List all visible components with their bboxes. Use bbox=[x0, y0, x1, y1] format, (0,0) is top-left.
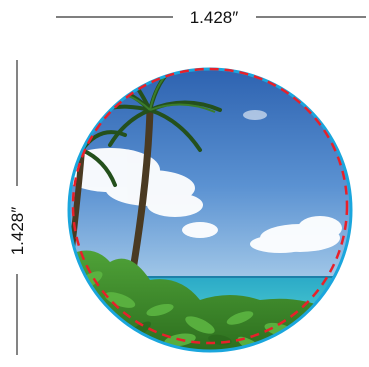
safe-area-dashed-line bbox=[71, 67, 349, 345]
width-dimension: 1.428″ bbox=[56, 8, 366, 27]
height-label: 1.428″ bbox=[8, 207, 27, 256]
height-dimension: 1.428″ bbox=[8, 60, 27, 355]
tropical-photo bbox=[69, 69, 351, 351]
width-label: 1.428″ bbox=[190, 8, 239, 27]
clouds bbox=[69, 110, 342, 253]
